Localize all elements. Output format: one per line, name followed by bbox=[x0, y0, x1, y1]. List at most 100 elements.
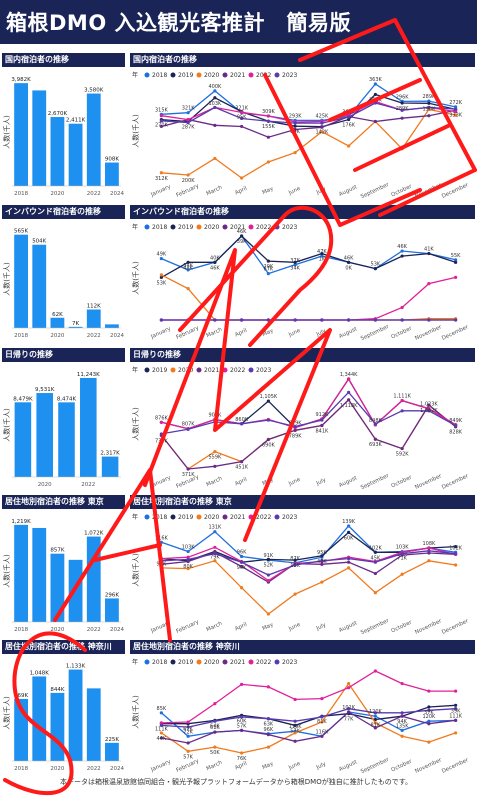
point-value-label: 52K bbox=[264, 562, 274, 568]
point-value-label: 139K bbox=[342, 519, 356, 525]
bar-2019 bbox=[32, 90, 47, 186]
y-axis-label: 人数(千人) bbox=[131, 407, 140, 441]
bar-value-label: 908K bbox=[105, 157, 119, 163]
data-point-2018 bbox=[159, 711, 163, 715]
point-value-label: 841K bbox=[315, 429, 329, 435]
point-value-label: 39K bbox=[237, 239, 247, 245]
y-axis-label: 人数(千人) bbox=[131, 114, 140, 148]
series-line-2023 bbox=[161, 550, 456, 576]
data-point-2021 bbox=[159, 124, 163, 129]
x-tick-label: 2022 bbox=[87, 627, 101, 633]
x-tick-label: June bbox=[287, 328, 302, 339]
legend-label: 2019 bbox=[178, 72, 193, 79]
data-point-2018 bbox=[347, 524, 351, 528]
data-point-2023 bbox=[266, 717, 270, 721]
x-tick-label: December bbox=[441, 324, 470, 342]
data-point-2019 bbox=[454, 260, 458, 264]
x-tick-label: October bbox=[390, 183, 413, 198]
data-point-2018 bbox=[186, 734, 190, 738]
data-point-2021 bbox=[347, 710, 351, 714]
line-panel-title-1: 国内宿泊者の推移 bbox=[130, 53, 475, 67]
data-point-2020 bbox=[186, 749, 190, 753]
x-tick-label: January bbox=[149, 759, 172, 774]
data-point-2021 bbox=[240, 124, 244, 129]
point-value-label: 363K bbox=[369, 77, 383, 83]
point-value-label: 63K bbox=[264, 722, 274, 728]
data-point-2023 bbox=[454, 707, 458, 711]
data-point-2019 bbox=[293, 558, 297, 562]
point-value-label: 43K bbox=[317, 559, 327, 565]
point-value-label: 53K bbox=[157, 280, 167, 286]
point-value-label: 0K bbox=[345, 265, 352, 271]
data-point-2021 bbox=[266, 732, 270, 737]
x-tick-label: 2024 bbox=[110, 766, 124, 772]
data-point-2021 bbox=[320, 562, 324, 566]
legend-swatch-2019 bbox=[170, 72, 176, 78]
x-tick-label: March bbox=[206, 760, 224, 773]
data-point-2022 bbox=[159, 721, 163, 725]
data-point-2020 bbox=[213, 156, 217, 161]
point-value-label: 200K bbox=[182, 178, 196, 184]
data-point-2021 bbox=[347, 560, 351, 564]
bar-2023 bbox=[105, 598, 119, 622]
legend-label: 2021 bbox=[204, 367, 219, 374]
bar-2022 bbox=[86, 309, 101, 328]
data-point-2022 bbox=[240, 110, 244, 114]
data-point-2018 bbox=[373, 714, 377, 718]
x-tick-label: May bbox=[262, 186, 276, 197]
point-value-label: 309K bbox=[262, 109, 276, 115]
series-line-2020 bbox=[161, 274, 456, 321]
data-point-2023 bbox=[347, 557, 351, 561]
data-point-2020 bbox=[293, 151, 297, 155]
legend-label: 2023 bbox=[256, 367, 271, 374]
data-point-2022 bbox=[427, 282, 431, 286]
y-axis-label: 人数(千人) bbox=[131, 261, 140, 295]
point-value-label: 131K bbox=[208, 525, 222, 531]
x-tick-label: March bbox=[206, 621, 224, 634]
series-line-2020 bbox=[161, 560, 456, 615]
data-point-2022 bbox=[400, 305, 404, 310]
point-value-label: 62K bbox=[183, 727, 193, 733]
data-point-2021 bbox=[266, 437, 270, 442]
point-value-label: 1K bbox=[319, 257, 326, 263]
y-axis-label: 人数(千人) bbox=[2, 115, 11, 149]
point-value-label: 76K bbox=[237, 756, 247, 762]
x-tick-label: September bbox=[360, 473, 391, 491]
bar-2022 bbox=[86, 536, 101, 622]
point-value-label: 72K bbox=[183, 729, 193, 735]
bar-2019 bbox=[32, 244, 47, 328]
point-value-label: 693K bbox=[369, 442, 383, 448]
data-point-2023 bbox=[454, 318, 458, 322]
series-line-2018 bbox=[161, 83, 456, 122]
point-value-label: 135K bbox=[396, 723, 410, 729]
point-value-label: 116K bbox=[315, 729, 329, 735]
x-tick-label: November bbox=[414, 618, 443, 636]
y-axis-label: 人数(千人) bbox=[2, 262, 11, 296]
x-tick-label: September bbox=[360, 324, 391, 342]
point-value-label: 116K bbox=[155, 535, 169, 541]
x-tick-label: August bbox=[338, 620, 359, 634]
data-point-2020 bbox=[427, 559, 431, 563]
bar-2018 bbox=[14, 524, 28, 622]
data-point-2020 bbox=[454, 731, 458, 735]
legend-label: 2018 bbox=[152, 514, 167, 521]
point-value-label: 289K bbox=[422, 94, 436, 100]
point-value-label: 55K bbox=[451, 253, 461, 259]
bar-2020 bbox=[36, 393, 53, 477]
data-point-2021 bbox=[347, 398, 351, 402]
data-point-2019 bbox=[454, 703, 458, 707]
data-point-2023 bbox=[186, 725, 190, 729]
data-point-2019 bbox=[293, 723, 297, 727]
data-point-2021 bbox=[320, 423, 324, 428]
y-axis-label: 人数(千人) bbox=[131, 553, 140, 587]
data-point-2020 bbox=[266, 745, 270, 749]
bar-2023 bbox=[105, 162, 119, 186]
bar-value-label: 1,048K bbox=[30, 670, 50, 676]
data-point-2021 bbox=[400, 446, 404, 451]
bar-2023 bbox=[105, 742, 119, 761]
data-point-2020 bbox=[454, 563, 458, 567]
x-tick-label: November bbox=[414, 757, 443, 775]
data-point-2020 bbox=[159, 171, 163, 175]
data-point-2020 bbox=[400, 572, 404, 576]
